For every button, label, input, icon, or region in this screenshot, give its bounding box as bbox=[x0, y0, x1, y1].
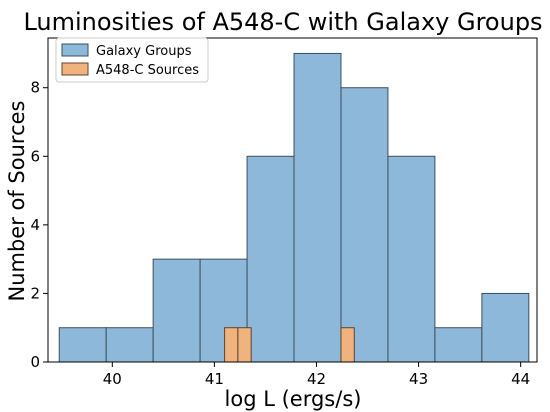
x-tick-label-4: 44 bbox=[511, 370, 530, 388]
x-tick-label-1: 41 bbox=[205, 370, 224, 388]
y-tick-label-2: 4 bbox=[30, 216, 40, 234]
bar-galaxy-groups-2 bbox=[152, 258, 201, 363]
x-axis-ticks: 40 41 42 43 44 bbox=[103, 362, 530, 388]
bar-galaxy-groups-1 bbox=[105, 327, 154, 363]
bar-galaxy-groups-7 bbox=[387, 155, 436, 363]
y-tick-label-3: 6 bbox=[30, 147, 40, 165]
bar-galaxy-groups-0 bbox=[58, 327, 107, 363]
y-tick-label-1: 2 bbox=[30, 284, 40, 302]
legend: Galaxy Groups A548-C Sources bbox=[55, 37, 209, 83]
bar-a548c-sources-0 bbox=[224, 327, 239, 363]
x-tick-label-3: 43 bbox=[409, 370, 428, 388]
y-axis-label: Number of Sources bbox=[5, 100, 29, 301]
legend-box bbox=[55, 37, 209, 83]
legend-label-1: A548-C Sources bbox=[96, 63, 199, 78]
bar-galaxy-groups-8 bbox=[434, 327, 483, 363]
bar-a548c-sources-2 bbox=[340, 327, 355, 363]
bars-group bbox=[58, 52, 530, 363]
x-axis-label: log L (ergs/s) bbox=[225, 387, 362, 411]
bar-a548c-sources-1 bbox=[237, 327, 252, 363]
plot-frame bbox=[47, 37, 538, 363]
y-tick-label-0: 0 bbox=[30, 353, 40, 371]
x-tick-label-2: 42 bbox=[307, 370, 326, 388]
legend-label-0: Galaxy Groups bbox=[96, 44, 192, 59]
legend-swatch-0 bbox=[61, 43, 89, 57]
bar-galaxy-groups-6 bbox=[340, 87, 389, 363]
legend-swatch-1 bbox=[61, 62, 89, 76]
x-tick-label-0: 40 bbox=[103, 370, 122, 388]
bar-galaxy-groups-9 bbox=[481, 292, 530, 363]
bar-galaxy-groups-5 bbox=[293, 52, 342, 363]
y-tick-label-4: 8 bbox=[30, 79, 40, 97]
y-axis-ticks: 0 2 4 6 8 bbox=[30, 79, 48, 371]
chart-title: Luminosities of A548-C with Galaxy Group… bbox=[23, 8, 542, 36]
bar-galaxy-groups-4 bbox=[246, 155, 295, 363]
